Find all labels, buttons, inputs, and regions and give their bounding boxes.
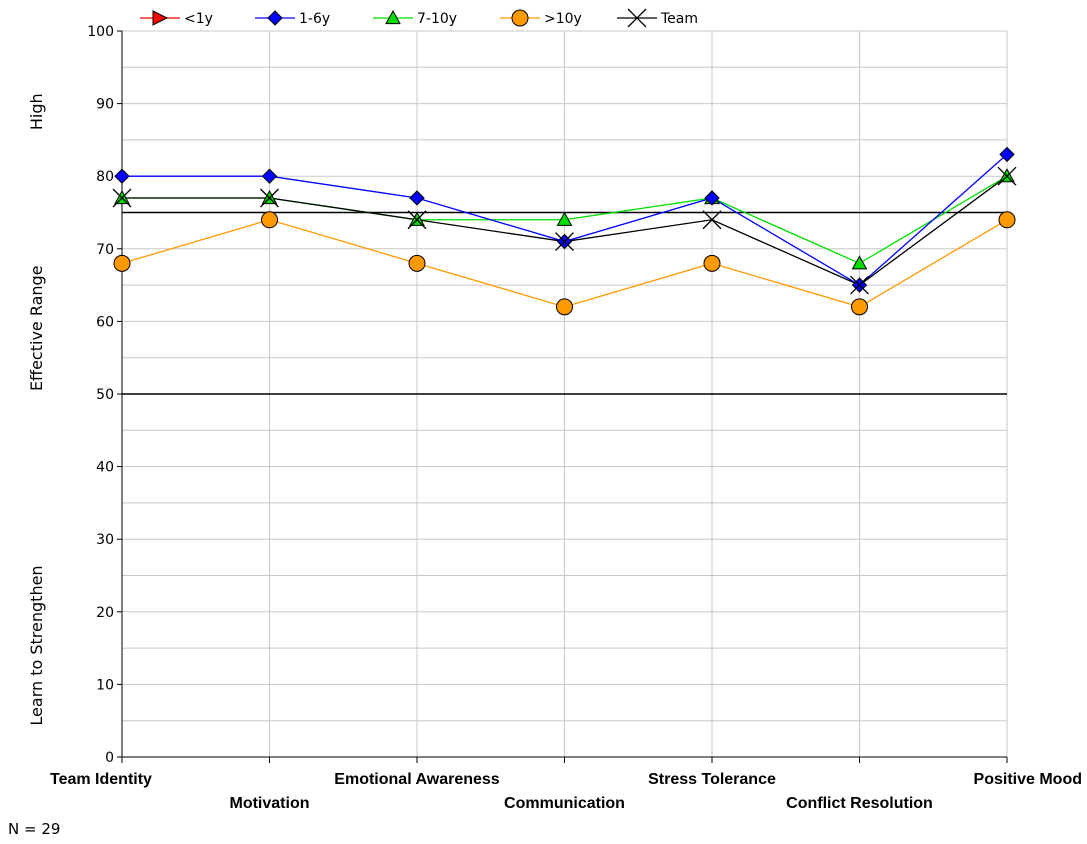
data-point (112, 188, 132, 208)
x-category-label: Team Identity (50, 771, 152, 788)
series-markers (112, 146, 1017, 316)
y-tick-labels: 0 10 20 30 40 50 60 70 80 90 100 (87, 24, 114, 766)
data-point (152, 10, 169, 26)
data-point (511, 9, 529, 27)
data-point (999, 146, 1015, 163)
y-tick-label: 100 (87, 24, 114, 40)
band-labels: High Effective Range Learn to Strengthen (27, 93, 46, 725)
data-point (704, 190, 720, 206)
legend-label: Team (660, 11, 698, 27)
x-category-label: Motivation (230, 795, 310, 812)
data-point (407, 210, 427, 230)
data-point (408, 254, 426, 272)
y-tick-label: 30 (96, 532, 114, 548)
y-tick-label: 70 (96, 242, 114, 258)
legend-item: 7-10y (373, 9, 457, 27)
data-point (261, 168, 278, 184)
x-stroke (702, 210, 722, 230)
data-point (385, 9, 401, 25)
legend-label: 7-10y (417, 11, 457, 27)
x-category-label: Communication (504, 795, 625, 812)
legend-item: 1-6y (255, 10, 330, 27)
data-point (555, 232, 574, 251)
data-point (851, 255, 868, 270)
band-label: High (27, 93, 46, 130)
legend: <1y 1-6y 7-10y >10y Team (140, 8, 698, 28)
data-point (851, 298, 868, 316)
x-category-labels: Team Identity Motivation Emotional Awarene… (50, 771, 1082, 812)
data-point (113, 254, 131, 272)
x-stroke (627, 8, 647, 28)
data-point (998, 211, 1016, 229)
legend-item: Team (617, 8, 698, 28)
legend-item: >10y (500, 9, 582, 27)
legend-item: <1y (140, 10, 213, 27)
axes (117, 30, 1008, 763)
y-tick-label: 50 (96, 387, 114, 403)
x-stroke (407, 210, 427, 230)
data-point (997, 166, 1017, 186)
legend-label: >10y (544, 11, 582, 27)
x-category-label: Conflict Resolution (786, 795, 933, 812)
y-tick-label: 20 (96, 605, 114, 621)
data-point (260, 188, 279, 208)
y-tick-label: 90 (96, 97, 114, 113)
x-stroke (850, 275, 869, 295)
x-category-label: Stress Tolerance (648, 771, 776, 788)
data-point (703, 254, 721, 272)
y-tick-label: 10 (96, 677, 114, 693)
x-category-label: Positive Mood (974, 771, 1082, 788)
data-point (702, 210, 722, 230)
x-stroke (997, 166, 1017, 186)
data-point (267, 10, 283, 26)
x-stroke (555, 232, 574, 251)
data-point (556, 211, 573, 226)
data-point (850, 275, 869, 295)
data-point (627, 8, 647, 28)
x-stroke (260, 188, 279, 208)
x-stroke (112, 188, 132, 208)
data-point (261, 211, 278, 229)
x-category-label: Emotional Awareness (334, 771, 499, 788)
sample-size-label: N = 29 (8, 820, 61, 838)
band-label: Effective Range (27, 265, 46, 391)
legend-label: 1-6y (299, 11, 330, 27)
data-point (556, 298, 573, 316)
data-point (114, 168, 130, 184)
y-tick-label: 60 (96, 314, 114, 330)
y-tick-label: 40 (96, 460, 114, 476)
legend-label: <1y (184, 11, 213, 27)
band-label: Learn to Strengthen (27, 565, 46, 725)
y-tick-label: 80 (96, 169, 114, 185)
data-point (409, 190, 425, 206)
y-tick-label: 0 (105, 750, 114, 766)
